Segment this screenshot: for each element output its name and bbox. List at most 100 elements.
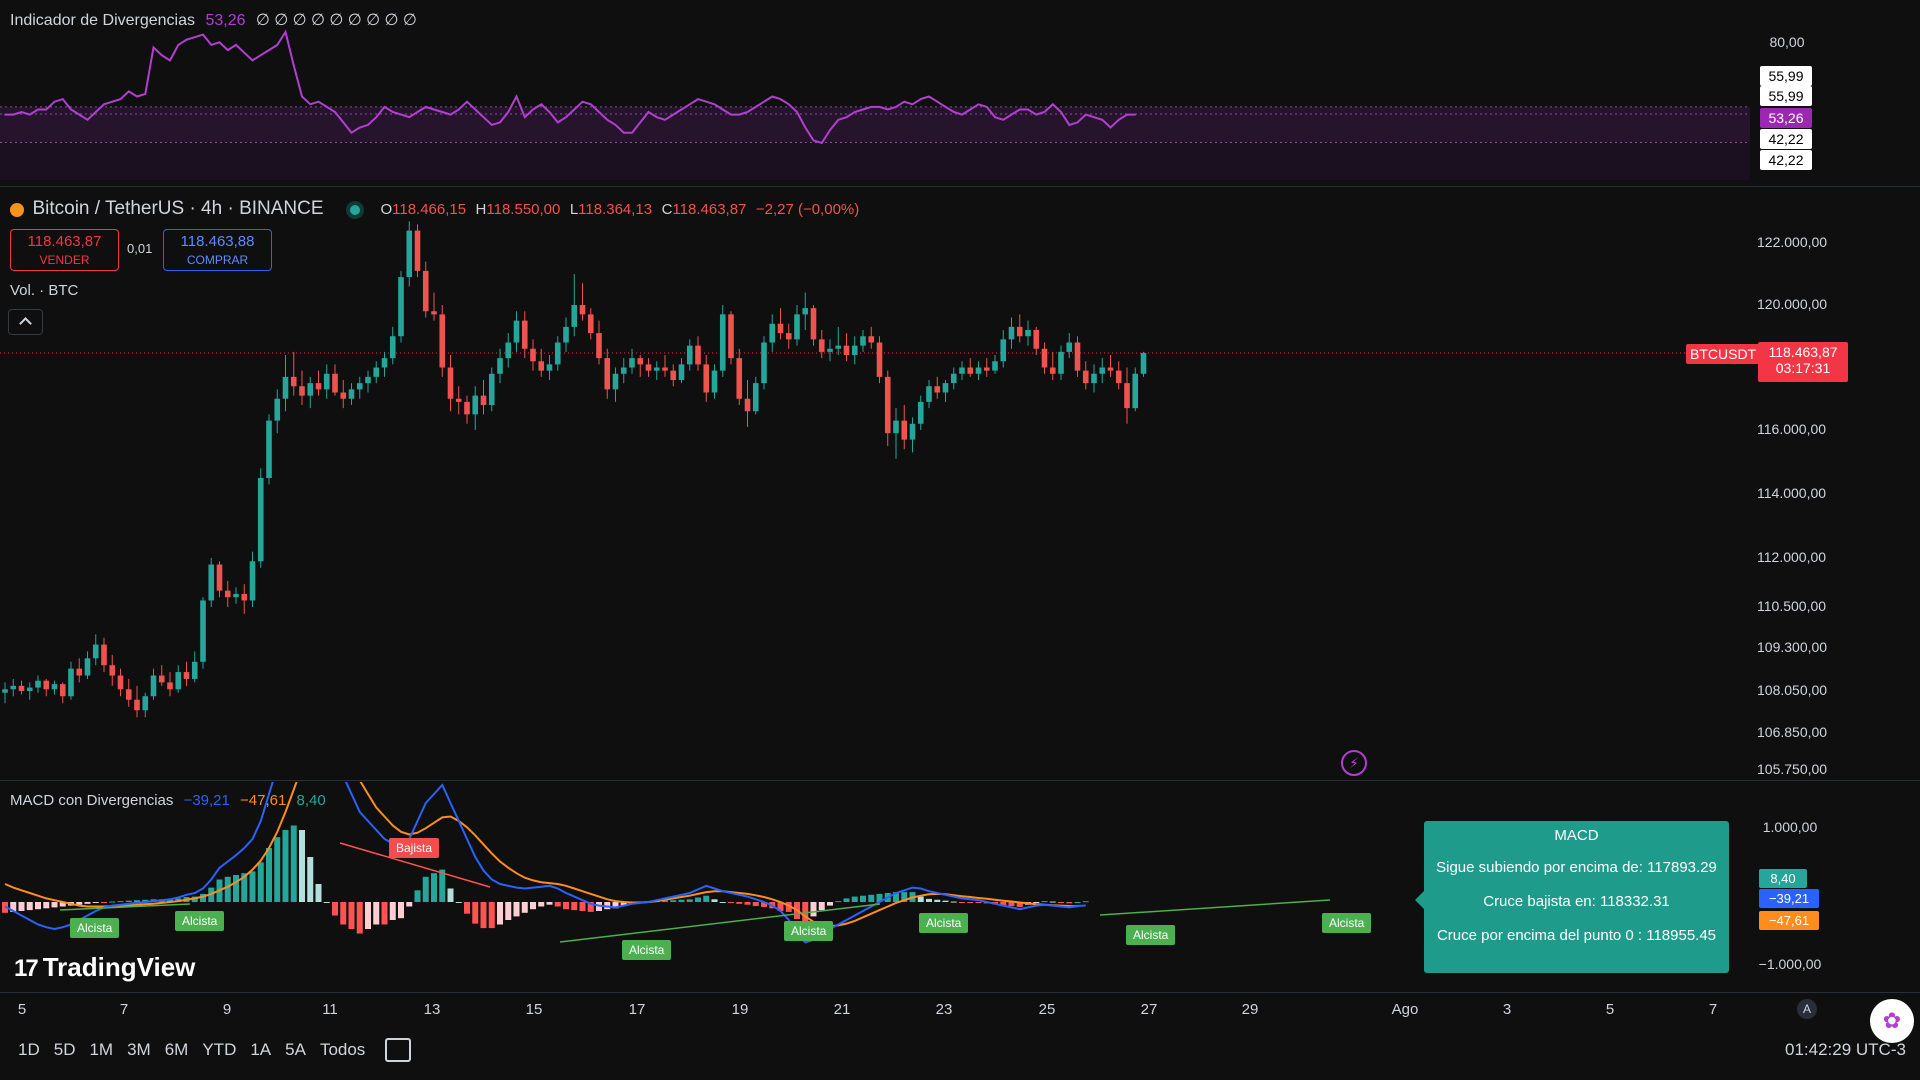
pane-divider-top[interactable] xyxy=(0,186,1920,187)
indicator-point xyxy=(177,44,180,46)
macd-title: MACD con Divergencias xyxy=(10,792,174,809)
candle xyxy=(810,305,817,346)
timeframe-button[interactable]: 3M xyxy=(127,1040,151,1059)
buy-price: 118.463,88 xyxy=(180,233,255,250)
candle-body xyxy=(662,367,668,371)
clock[interactable]: 01:42:29 UTC-3 xyxy=(1785,1040,1906,1059)
lightning-icon[interactable]: ⚡ xyxy=(1341,750,1367,776)
candle xyxy=(158,665,165,686)
indicator-point xyxy=(655,116,658,118)
macd-histogram-bar xyxy=(323,902,330,903)
indicator-point xyxy=(994,116,996,118)
indicator-point xyxy=(12,113,15,116)
candle xyxy=(323,364,330,399)
indicator-chart[interactable] xyxy=(0,24,1750,184)
candle xyxy=(662,355,668,377)
candle xyxy=(1099,358,1106,384)
candle-body xyxy=(488,373,495,405)
candle xyxy=(901,405,908,450)
sell-button[interactable]: 118.463,87 VENDER xyxy=(10,229,119,271)
candle xyxy=(1016,314,1023,343)
macd-histogram-bar xyxy=(876,893,883,902)
macd-histogram-bar xyxy=(950,901,957,903)
candle xyxy=(728,311,734,365)
symbol-legend[interactable]: Bitcoin / TetherUS · 4h · BINANCE O118.4… xyxy=(10,198,859,220)
macd-legend[interactable]: MACD con Divergencias −39,21 −47,61 8,40 xyxy=(10,792,326,809)
macd-line xyxy=(4,782,1086,944)
assistant-icon[interactable]: ✿ xyxy=(1870,999,1914,1043)
candle xyxy=(10,678,17,697)
candle-body xyxy=(711,370,718,393)
indicator-level-tag: 55,99 xyxy=(1760,86,1812,106)
macd-histogram-bar xyxy=(455,902,462,903)
indicator-legend[interactable]: Indicador de Divergencias 53,26 ∅ ∅ ∅ ∅ … xyxy=(10,10,417,30)
indicator-point xyxy=(45,108,48,111)
axis-mode-button[interactable]: A xyxy=(1797,999,1817,1019)
candle xyxy=(1025,320,1031,346)
timeframe-button[interactable]: YTD xyxy=(202,1040,237,1059)
macd-histogram-bar xyxy=(92,902,99,903)
timeframe-button[interactable]: 1M xyxy=(89,1040,114,1059)
candle xyxy=(620,358,627,384)
buy-button[interactable]: 118.463,88 COMPRAR xyxy=(163,229,272,271)
candle-body xyxy=(1049,367,1056,374)
candle xyxy=(818,330,825,359)
macd-histogram-bar xyxy=(719,902,726,903)
indicator-point xyxy=(53,100,56,103)
candle-body xyxy=(406,230,413,278)
indicator-point xyxy=(680,108,683,111)
macd-histogram-bar xyxy=(266,848,272,902)
pane-divider-bottom[interactable] xyxy=(0,780,1920,781)
candle xyxy=(117,668,124,697)
macd-histogram-bar xyxy=(975,902,982,903)
time-axis-label: 23 xyxy=(935,1001,953,1018)
candle-body xyxy=(398,277,404,337)
macd-histogram-bar xyxy=(1016,902,1023,907)
timeframe-button[interactable]: 5D xyxy=(53,1040,76,1059)
candle xyxy=(175,665,182,693)
date-range-icon[interactable] xyxy=(385,1038,411,1062)
macd-histogram-bar xyxy=(43,902,50,909)
candle xyxy=(455,386,462,415)
macd-histogram-bar xyxy=(587,902,594,912)
candle xyxy=(84,651,91,679)
timeframe-button[interactable]: 5A xyxy=(285,1040,306,1059)
candle xyxy=(299,370,305,405)
indicator-point xyxy=(1002,118,1005,121)
indicator-point xyxy=(631,131,633,134)
timeframe-button[interactable]: 1D xyxy=(18,1040,40,1059)
candle xyxy=(315,370,322,396)
candle xyxy=(579,283,586,321)
bullish-signal-label: Alcista xyxy=(622,940,672,960)
candle-body xyxy=(1000,339,1007,362)
volume-legend[interactable]: Vol. · BTC xyxy=(10,282,79,299)
indicator-point xyxy=(705,100,708,103)
indicator-point xyxy=(367,124,369,126)
candle xyxy=(612,367,619,402)
indicator-point xyxy=(375,116,378,118)
timeframe-bar: 1D 5D 1M 3M 6M YTD 1A 5A Todos xyxy=(18,1040,379,1060)
candle-body xyxy=(35,680,41,688)
candle xyxy=(43,678,50,697)
candle-body xyxy=(1091,373,1097,384)
macd-chart[interactable] xyxy=(0,782,1750,992)
price-chart[interactable] xyxy=(0,190,1750,775)
last-price: 118.463,87 xyxy=(1768,344,1838,360)
candle-body xyxy=(1124,383,1130,409)
candle-body xyxy=(843,345,850,355)
candle-body xyxy=(150,675,157,697)
indicator-point xyxy=(259,54,262,57)
candle xyxy=(1132,367,1139,412)
timeframe-button[interactable]: 6M xyxy=(164,1040,189,1059)
timeframe-button[interactable]: 1A xyxy=(250,1040,272,1059)
candle-body xyxy=(381,358,388,368)
collapse-legend-button[interactable] xyxy=(8,309,43,335)
macd-histogram-bar xyxy=(332,902,338,916)
timeframe-button[interactable]: Todos xyxy=(319,1040,366,1059)
macd-histogram-bar xyxy=(290,825,297,902)
indicator-point xyxy=(903,100,906,103)
time-axis-divider xyxy=(0,992,1920,993)
macd-histogram-bar xyxy=(134,900,140,902)
indicator-point xyxy=(1027,108,1029,111)
tradingview-logo[interactable]: 17 TradingView xyxy=(14,952,195,983)
